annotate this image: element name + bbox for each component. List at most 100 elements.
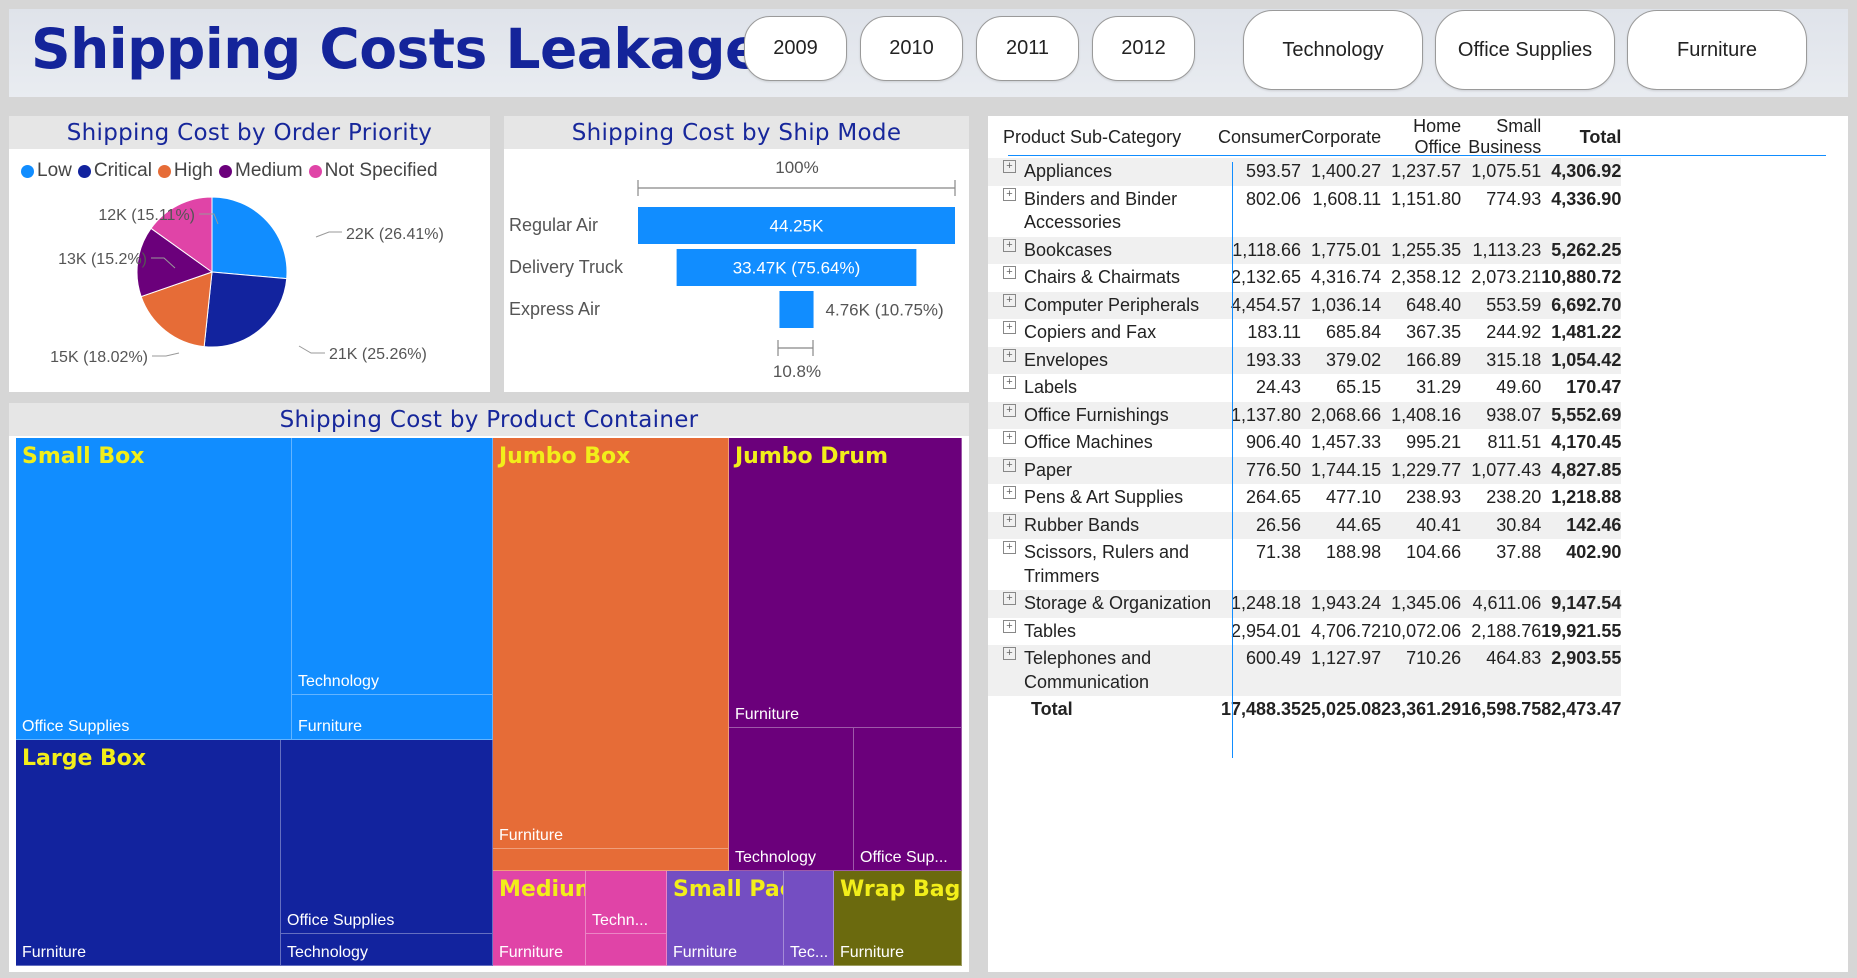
year-2011-button[interactable]: 2011	[976, 16, 1079, 81]
treemap-small-box-furniture[interactable]: Furniture	[292, 695, 493, 740]
row-label-wrap: + Scissors, Rulers and Trimmers	[1003, 541, 1214, 588]
funnel-bar-delivery-truck[interactable]	[676, 249, 917, 286]
row-label: Scissors, Rulers and Trimmers	[1024, 542, 1190, 586]
treemap-wrap-bag-furniture[interactable]: Wrap Bag Furniture	[834, 871, 962, 966]
expand-icon[interactable]: +	[1003, 647, 1016, 660]
treemap-group-label-jumbo-drum: Jumbo Drum	[735, 444, 888, 469]
table-cell: 1,457.33	[1311, 432, 1382, 452]
table-cell: 188.98	[1326, 542, 1382, 562]
category-office-supplies-button[interactable]: Office Supplies	[1435, 10, 1615, 90]
funnel-bar-express-air[interactable]	[779, 291, 814, 328]
table-cell: 71.38	[1255, 542, 1302, 562]
expand-icon[interactable]: +	[1003, 160, 1016, 173]
column-header-subcategory[interactable]: Product Sub-Category	[1003, 126, 1182, 147]
table-cell: 183.11	[1247, 322, 1302, 342]
treemap-large-box-furniture[interactable]: Large Box Furniture	[16, 740, 281, 966]
treemap-jumbo-box-other[interactable]	[493, 849, 729, 871]
expand-icon[interactable]: +	[1003, 293, 1016, 307]
treemap-small-box-office-supplies[interactable]: Small Box Office Supplies	[16, 438, 292, 740]
table-cell: 1,744.15	[1311, 459, 1382, 480]
expand-icon[interactable]: +	[1003, 266, 1016, 279]
pie-data-label-critical: 21K (25.26%)	[329, 346, 427, 363]
expand-icon[interactable]: +	[1003, 238, 1016, 252]
treemap-small-box-technology[interactable]: Technology	[292, 438, 493, 695]
expand-icon[interactable]: +	[1003, 541, 1016, 554]
expand-icon[interactable]: +	[1003, 513, 1016, 527]
expand-icon[interactable]: +	[1003, 348, 1016, 362]
legend-item-high[interactable]: High	[157, 160, 213, 182]
expand-icon[interactable]: +	[1003, 321, 1016, 334]
treemap: Small Box Office Supplies Technology Fur…	[16, 438, 962, 966]
expand-icon[interactable]: +	[1003, 376, 1016, 389]
table-cell: 40.41	[1416, 514, 1462, 535]
pie-slice-critical[interactable]	[203, 271, 288, 348]
legend-item-not-specified[interactable]: Not Specified	[308, 160, 438, 182]
category-furniture-button[interactable]: Furniture	[1627, 10, 1807, 90]
treemap-jumbo-box-furniture[interactable]: Jumbo Box Furniture	[493, 438, 729, 849]
table-cell: 1,408.16	[1391, 404, 1462, 425]
table-cell: 811.51	[1487, 432, 1542, 452]
treemap-jumbo-drum-technology[interactable]: Technology	[729, 728, 854, 871]
treemap-small-pack-furniture[interactable]: Small Pack Furniture	[667, 871, 784, 966]
legend-item-low[interactable]: Low	[21, 160, 72, 182]
treemap-large-box-technology[interactable]: Technology	[281, 934, 493, 966]
treemap-group-label-small-pack: Small Pack	[673, 877, 783, 902]
funnel-chart: 100% Regular Air Delivery Truck Express …	[509, 158, 956, 381]
row-label: Bookcases	[1024, 239, 1113, 260]
row-total-cell: 4,170.45	[1551, 432, 1622, 452]
treemap-cell-label: Furniture	[298, 718, 363, 735]
table-row: + Bookcases 1,118.66 1,775.01 1,255.35 1,113.…	[988, 236, 1622, 264]
table-cell: 166.89	[1406, 349, 1462, 370]
treemap-large-box-office-supplies[interactable]: Office Supplies	[281, 740, 493, 934]
year-2012-button[interactable]: 2012	[1092, 16, 1195, 81]
column-header-home-office[interactable]: Home Office	[1413, 116, 1462, 157]
treemap-medium-box-other[interactable]	[586, 934, 667, 966]
pie-data-label-medium: 13K (15.2%)	[58, 251, 147, 268]
table-cell: 1,608.11	[1312, 188, 1382, 209]
table-cell: 995.21	[1406, 432, 1462, 452]
pie-slice-not-specified[interactable]	[150, 196, 213, 273]
expand-icon[interactable]: +	[1003, 592, 1016, 605]
row-label-cell: + Pens & Art Supplies	[988, 484, 1218, 512]
funnel-row-label-express-air: Express Air	[509, 299, 600, 319]
table-cell: 477.10	[1326, 487, 1382, 507]
expand-icon[interactable]: +	[1003, 619, 1016, 633]
table-cell: 776.50	[1245, 459, 1302, 480]
treemap-jumbo-drum-office-supplies[interactable]: Office Sup...	[854, 728, 962, 871]
category-technology-button[interactable]: Technology	[1243, 10, 1423, 90]
column-header-total[interactable]: Total	[1579, 126, 1622, 147]
treemap-cell-label: Furniture	[499, 944, 564, 961]
treemap-medium-box-furniture[interactable]: Medium Box Furniture	[493, 871, 586, 966]
pie-data-label-not-specified: 12K (15.11%)	[98, 207, 195, 224]
row-label-text: Copiers and Fax	[1024, 321, 1214, 345]
legend-dot	[157, 164, 171, 178]
expand-icon[interactable]: +	[1003, 403, 1016, 417]
order-priority-panel: Shipping Cost by Order Priority Low Crit…	[9, 116, 490, 392]
pie-slice-low[interactable]	[211, 196, 288, 280]
column-header-corporate[interactable]: Corporate	[1301, 126, 1382, 147]
pie-slice-medium[interactable]	[136, 227, 214, 298]
treemap-cell-label: Techn...	[592, 912, 649, 929]
pie-legend: Low Critical High Medium Not Specified	[21, 160, 438, 182]
treemap-jumbo-drum-furniture[interactable]: Jumbo Drum Furniture	[729, 438, 962, 728]
treemap-small-pack-technology[interactable]: Tec...	[784, 871, 834, 966]
column-header-small-business[interactable]: Small Business	[1468, 116, 1542, 157]
expand-icon[interactable]: +	[1003, 187, 1016, 201]
legend-item-critical[interactable]: Critical	[77, 160, 152, 182]
treemap-group-label-wrap-bag: Wrap Bag	[840, 877, 961, 902]
expand-icon[interactable]: +	[1003, 458, 1016, 472]
treemap-medium-box-technology[interactable]: Techn...	[586, 871, 667, 934]
expand-icon[interactable]: +	[1003, 431, 1016, 444]
legend-item-medium[interactable]: Medium	[219, 160, 303, 182]
year-2009-button[interactable]: 2009	[744, 16, 847, 81]
funnel-bar-regular-air[interactable]	[638, 207, 955, 244]
funnel-value-label: 44.25K	[770, 217, 825, 236]
year-2010-button[interactable]: 2010	[860, 16, 963, 81]
expand-icon[interactable]: +	[1003, 486, 1016, 499]
table-row: + Appliances 593.57 1,400.27 1,237.57 1,075.5…	[988, 158, 1622, 186]
row-label-cell: + Appliances	[988, 158, 1218, 186]
legend-label: Medium	[235, 160, 303, 181]
table-cell: 2,068.66	[1311, 404, 1382, 425]
column-header-consumer[interactable]: Consumer	[1218, 126, 1302, 147]
treemap-group-label-jumbo-box: Jumbo Box	[499, 444, 631, 469]
